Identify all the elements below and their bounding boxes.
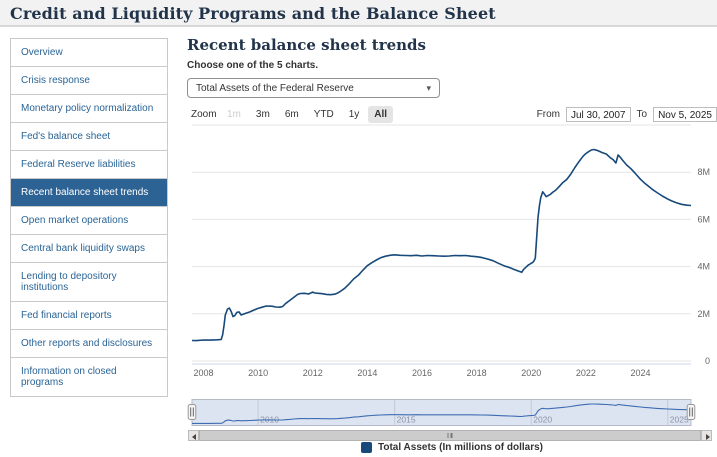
svg-text:2018: 2018 (467, 368, 487, 378)
sidebar-item-crisis-response[interactable]: Crisis response (11, 67, 167, 95)
main-chart-plot[interactable]: 0 2M 4M 6M 8M 2008 2010 2012 2014 2016 2018 2020 202… (187, 123, 717, 383)
chart-scrollbar (188, 430, 712, 441)
chart-chooser-label: Choose one of the 5 charts. (187, 60, 319, 71)
page-header: Credit and Liquidity Programs and the Ba… (0, 0, 717, 27)
sidebar-nav: Overview Crisis response Monetary policy… (10, 38, 168, 397)
range-selector: Zoom 1m 3m 6m YTD 1y All From Jul 30, 20… (187, 105, 717, 123)
sidebar-item-open-market-operations[interactable]: Open market operations (11, 207, 167, 235)
zoom-button-ytd[interactable]: YTD (313, 109, 334, 120)
right-arrow-icon (705, 433, 710, 440)
sidebar-item-monetary-policy-normalization[interactable]: Monetary policy normalization (11, 95, 167, 123)
chart-legend[interactable]: Total Assets (In millions of dollars) (187, 442, 717, 453)
sidebar-item-fed-financial-reports[interactable]: Fed financial reports (11, 302, 167, 330)
svg-text:2008: 2008 (193, 368, 213, 378)
svg-text:4M: 4M (697, 262, 710, 272)
legend-label: Total Assets (In millions of dollars) (377, 442, 544, 453)
svg-text:6M: 6M (697, 214, 710, 224)
svg-text:2020: 2020 (533, 415, 552, 425)
zoom-button-1y[interactable]: 1y (348, 109, 360, 120)
zoom-buttons: 1m 3m 6m YTD 1y All (221, 106, 394, 123)
zoom-label: Zoom (191, 109, 217, 120)
legend-swatch-icon (360, 442, 372, 453)
scrollbar-grip-icon (447, 433, 453, 438)
scrollbar-left-arrow[interactable] (188, 430, 199, 441)
zoom-button-1m[interactable]: 1m (227, 109, 241, 120)
main-content: Recent balance sheet trends Choose one o… (187, 36, 717, 457)
left-arrow-icon (191, 433, 196, 440)
svg-text:8M: 8M (697, 167, 710, 177)
sidebar-item-overview[interactable]: Overview (11, 39, 167, 67)
sidebar-item-information-on-closed-programs[interactable]: Information on closed programs (21, 366, 117, 388)
from-label: From (536, 109, 560, 120)
svg-text:0: 0 (705, 356, 710, 366)
svg-text:2020: 2020 (521, 368, 541, 378)
zoom-button-3m[interactable]: 3m (255, 109, 270, 120)
sidebar-item-federal-reserve-liabilities[interactable]: Federal Reserve liabilities (11, 151, 167, 179)
sidebar-item-recent-balance-sheet-trends[interactable]: Recent balance sheet trends (11, 179, 167, 207)
navigator-left-handle[interactable] (187, 404, 197, 420)
to-label: To (636, 109, 648, 120)
chart-select-value: Total Assets of the Federal Reserve (196, 82, 354, 94)
chevron-down-icon: ▾ (426, 82, 431, 93)
scrollbar-right-arrow[interactable] (701, 430, 712, 441)
chart-select[interactable]: Total Assets of the Federal Reserve ▾ (187, 78, 440, 98)
sidebar-item-central-bank-liquidity-swaps[interactable]: Central bank liquidity swaps (11, 235, 167, 263)
section-title: Recent balance sheet trends (187, 36, 426, 54)
sidebar-item-lending-to-depository-institutions[interactable]: Lending to depository institutions (11, 263, 167, 302)
to-date-input[interactable]: Nov 5, 2025 (653, 107, 717, 122)
page-title: Credit and Liquidity Programs and the Ba… (10, 4, 496, 23)
navigator-right-handle[interactable] (686, 404, 696, 420)
svg-text:2010: 2010 (248, 368, 268, 378)
svg-text:2025: 2025 (670, 415, 689, 425)
date-range: From Jul 30, 2007 To Nov 5, 2025 (537, 107, 717, 122)
svg-text:2012: 2012 (303, 368, 323, 378)
sidebar-item-feds-balance-sheet[interactable]: Fed's balance sheet (11, 123, 167, 151)
svg-text:2015: 2015 (397, 415, 416, 425)
total-assets-series-line (191, 148, 692, 342)
zoom-button-6m[interactable]: 6m (284, 109, 299, 120)
svg-text:2M: 2M (697, 309, 710, 319)
sidebar-item-other-reports-and-disclosures[interactable]: Other reports and disclosures (11, 330, 167, 358)
from-date-input[interactable]: Jul 30, 2007 (566, 107, 631, 122)
chart-container: Zoom 1m 3m 6m YTD 1y All From Jul 30, 20… (187, 105, 717, 457)
scrollbar-track[interactable] (199, 430, 701, 441)
svg-text:2022: 2022 (576, 368, 596, 378)
navigator[interactable]: 2010 2015 2020 2025 (187, 399, 717, 429)
svg-text:2024: 2024 (630, 368, 650, 378)
zoom-button-all[interactable]: All (368, 106, 394, 123)
svg-text:2016: 2016 (412, 368, 432, 378)
svg-text:2014: 2014 (357, 368, 377, 378)
